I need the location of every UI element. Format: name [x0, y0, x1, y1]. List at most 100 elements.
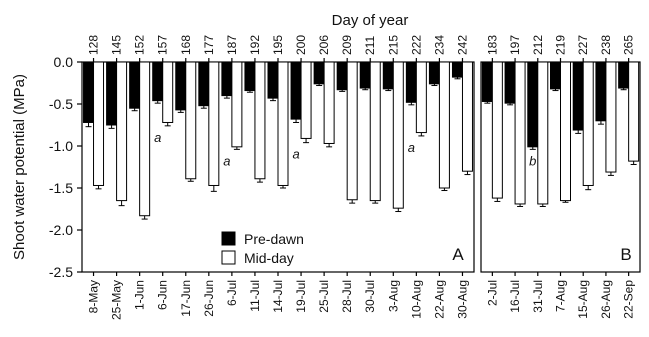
x-tick-label: 30-Aug [455, 280, 469, 319]
day-of-year-label: 128 [87, 35, 101, 55]
bar-mid-day [277, 61, 289, 186]
bar-pre-dawn [221, 61, 233, 97]
bar-pre-dawn [527, 61, 539, 148]
day-of-year-label: 177 [202, 35, 216, 55]
x-tick-label: 15-Aug [576, 280, 590, 319]
bar-pre-dawn [595, 61, 607, 122]
bar-mid-day [254, 61, 266, 180]
bar-mid-day [93, 61, 105, 186]
day-of-year-label: 222 [409, 35, 423, 55]
x-tick-label: 22-Aug [432, 280, 446, 319]
day-of-year-label: 145 [110, 35, 124, 55]
bar-pre-dawn [198, 61, 210, 107]
x-tick-label: 14-Jul [271, 280, 285, 313]
panel-label: A [452, 245, 464, 264]
x-tick-label: 16-Jul [508, 280, 522, 313]
day-of-year-label: 242 [455, 35, 469, 55]
panel-b: 183 2-Jul 197 16-Jul 212 31-Jul 219 7-Aug 227 15-… [480, 35, 641, 319]
bar-pre-dawn [428, 61, 440, 85]
bar-pre-dawn [451, 61, 463, 78]
day-of-year-label: 219 [554, 35, 568, 55]
day-of-year-label: 192 [248, 35, 262, 55]
bar-mid-day [605, 61, 617, 173]
bar-pre-dawn [267, 61, 279, 99]
x-tick-label: 2-Jul [485, 280, 499, 306]
x-tick-label: 7-Aug [554, 280, 568, 312]
day-of-year-label: 215 [386, 35, 400, 55]
bar-pre-dawn [572, 61, 584, 131]
bar-mid-day [139, 61, 151, 217]
day-of-year-label: 187 [225, 35, 239, 55]
bar-mid-day [116, 61, 128, 202]
bar-pre-dawn [481, 61, 493, 102]
day-of-year-label: 238 [599, 35, 613, 55]
y-tick-label: 0.0 [54, 54, 74, 70]
bar-pre-dawn [244, 61, 256, 92]
y-tick-label: -1.5 [49, 180, 73, 196]
bar-mid-day [346, 61, 358, 201]
bar-mid-day [300, 61, 312, 139]
bar-mid-day [560, 61, 571, 202]
x-tick-label: 31-Jul [531, 280, 545, 313]
bar-pre-dawn [290, 61, 302, 120]
legend-swatch-mid-day [221, 250, 236, 265]
bar-pre-dawn [313, 61, 325, 85]
x-tick-label: 26-Aug [599, 280, 613, 319]
y-tick-label: -2.5 [49, 264, 73, 280]
bar-pre-dawn [152, 61, 164, 102]
day-of-year-label: 157 [156, 35, 170, 55]
day-of-year-label: 197 [508, 35, 522, 55]
bar-pre-dawn [106, 61, 118, 126]
bar-mid-day [392, 61, 404, 209]
significance-annotation: a [408, 140, 415, 155]
bar-pre-dawn [382, 61, 394, 90]
bar-pre-dawn [129, 61, 141, 109]
legend-swatch-pre-dawn [221, 231, 236, 246]
legend-entry: Mid-day [244, 250, 294, 266]
day-of-year-label: 206 [317, 35, 331, 55]
significance-annotation: a [292, 147, 299, 162]
day-of-year-label: 227 [576, 35, 590, 55]
y-axis-label: Shoot water potential (MPa) [11, 74, 28, 260]
y-tick-label: -2.0 [49, 222, 73, 238]
x-tick-label: 17-Jun [179, 280, 193, 317]
bar-mid-day [162, 61, 174, 123]
x-tick-label: 22-Sep [622, 280, 636, 319]
bar-mid-day [582, 61, 594, 186]
bar-mid-day [438, 61, 450, 189]
x-tick-label: 6-Jul [225, 280, 239, 306]
x-tick-label: 10-Aug [409, 280, 423, 319]
day-of-year-label: 183 [485, 35, 499, 55]
significance-annotation: a [154, 130, 161, 145]
day-of-year-label: 234 [432, 35, 446, 55]
bar-mid-day [491, 61, 503, 199]
bar-pre-dawn [359, 61, 371, 89]
bar-mid-day [208, 61, 220, 186]
bar-mid-day [537, 61, 549, 205]
x-tick-label: 30-Jul [363, 280, 377, 313]
day-of-year-label: 152 [133, 35, 147, 55]
x-tick-label: 25-Jul [317, 280, 331, 313]
significance-annotation: a [223, 153, 230, 168]
day-of-year-label: 212 [531, 35, 545, 55]
y-tick-label: -0.5 [49, 96, 73, 112]
y-axis: 0.0 -0.5 -1.0 -1.5 -2.0 -2.5 [49, 54, 82, 280]
bar-mid-day [628, 61, 640, 162]
bar-pre-dawn [83, 61, 95, 123]
bar-mid-day [185, 61, 197, 180]
bar-mid-day [369, 61, 381, 202]
x-tick-label: 6-Jun [156, 280, 170, 310]
bar-mid-day [323, 61, 335, 144]
x-tick-label: 25-May [110, 280, 124, 320]
bar-pre-dawn [175, 61, 187, 111]
x-tick-label: 19-Jul [294, 280, 308, 313]
day-of-year-label: 168 [179, 35, 193, 55]
day-of-year-label: 195 [271, 35, 285, 55]
x-tick-label: 1-Jun [133, 280, 147, 310]
significance-annotation: b [529, 153, 536, 168]
legend-entry: Pre-dawn [244, 231, 304, 247]
bar-mid-day [461, 61, 473, 172]
y-tick-label: -1.0 [49, 138, 73, 154]
